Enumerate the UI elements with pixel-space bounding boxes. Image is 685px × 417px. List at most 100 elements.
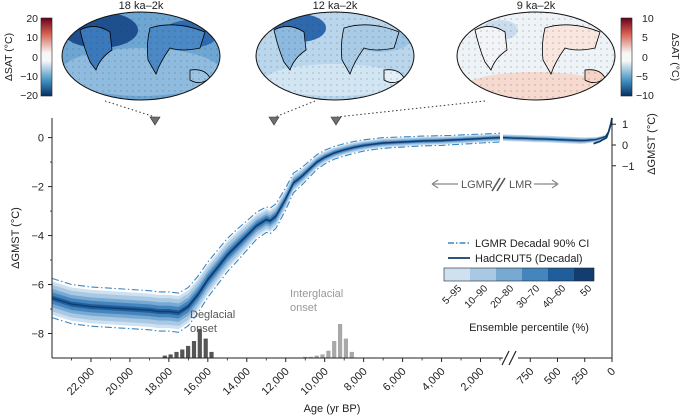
interglacial-histogram-bar bbox=[343, 338, 348, 358]
segment-divider-icon bbox=[491, 177, 506, 192]
colorbar-right-tick: 10 bbox=[642, 13, 654, 25]
interglacial-histogram-bar bbox=[326, 350, 331, 358]
interglacial-histogram-bar bbox=[308, 356, 313, 358]
legend-hadcrut-label: HadCRUT5 (Decadal) bbox=[475, 253, 583, 265]
series-lines bbox=[51, 117, 613, 333]
legend: LGMR Decadal 90% CI HadCRUT5 (Decadal) bbox=[448, 238, 589, 265]
lgmr-percentile-band bbox=[52, 134, 500, 326]
interglacial-histogram-bar bbox=[320, 354, 325, 358]
segment-label-lgmr: LGMR bbox=[461, 179, 493, 191]
lgmr-ci-upper-line bbox=[51, 132, 501, 294]
x-axis-label: Age (yr BP) bbox=[304, 403, 361, 415]
percentile-bin-label: 40–60 bbox=[541, 283, 569, 311]
lmr-percentile-band bbox=[503, 117, 612, 142]
x-tick-label: 16,000 bbox=[182, 366, 214, 398]
x-tick-label: 14,000 bbox=[221, 366, 253, 398]
y-ticks-right: 1 0 −1 bbox=[612, 119, 635, 173]
map-12ka bbox=[256, 12, 414, 100]
colorbar-left-tick: −20 bbox=[20, 90, 38, 102]
colorbar-left-tick: 10 bbox=[26, 32, 38, 44]
y-tick-label: −2 bbox=[31, 182, 44, 194]
percentile-bin-label: 50 bbox=[578, 283, 594, 299]
y-right-tick-label: 1 bbox=[622, 119, 628, 131]
annotation-deglacial-line1: Deglacial bbox=[190, 309, 235, 321]
x-tick-label: 22,000 bbox=[65, 366, 97, 398]
main-plot: 0−2−4−6−8 10−1 22,000 20,000 18,000 16,000 1… bbox=[10, 113, 658, 415]
y-tick-label: −4 bbox=[31, 231, 44, 243]
deglacial-histogram-bar bbox=[174, 351, 179, 358]
x-tick-label: 8,000 bbox=[342, 366, 370, 394]
hadcrut5-line bbox=[593, 117, 613, 145]
lgmr-median-line bbox=[51, 136, 501, 314]
map-9ka bbox=[457, 12, 615, 100]
deglacial-histogram-bar bbox=[209, 351, 214, 358]
percentile-legend: 5–95 10–90 20–80 30–70 40–60 50 Ensemble… bbox=[441, 267, 594, 334]
deglacial-histogram-bar bbox=[203, 338, 208, 358]
annotation-interglacial-line1: Interglacial bbox=[290, 288, 343, 300]
map-title-18ka: 18 ka–2k bbox=[119, 0, 164, 12]
segment-label-lmr: LMR bbox=[509, 179, 532, 191]
x-tick-label: 10,000 bbox=[299, 366, 331, 398]
percentile-bin-label: 20–80 bbox=[489, 283, 517, 311]
colorbar-right-label: ΔSAT (°C) bbox=[669, 33, 681, 81]
deglacial-histogram-bar bbox=[162, 355, 167, 358]
annotation-deglacial-line2: onset bbox=[190, 323, 217, 335]
colorbar-right-tick: 5 bbox=[642, 32, 648, 44]
colorbar-right-tick: −5 bbox=[636, 71, 648, 83]
annotation-interglacial-line2: onset bbox=[290, 302, 317, 314]
arrow-right-icon bbox=[534, 179, 559, 189]
x-tick-label: 18,000 bbox=[143, 366, 175, 398]
x-lmr-tick-label: 0 bbox=[605, 366, 618, 379]
x-tick-label: 12,000 bbox=[260, 366, 292, 398]
deglacial-histogram-bar bbox=[180, 349, 185, 358]
lmr-median-line bbox=[502, 117, 613, 142]
axis-break-icon bbox=[501, 350, 517, 366]
colorbar-right: 10 5 0 −5 −10 ΔSAT (°C) bbox=[620, 13, 681, 102]
marker-9ka-icon bbox=[330, 116, 342, 126]
map-panels: 18 ka–2k 12 ka–2k 9 ka–2k bbox=[61, 0, 616, 101]
segment-labels: LGMR LMR bbox=[431, 177, 559, 192]
percentile-swatch bbox=[444, 268, 470, 281]
percentile-bin-label: 5–95 bbox=[441, 283, 465, 307]
y-tick-label: 0 bbox=[38, 133, 44, 145]
map-title-12ka: 12 ka–2k bbox=[313, 0, 358, 12]
colorbar-left-tick: 0 bbox=[32, 52, 38, 64]
map-18ka bbox=[62, 12, 220, 100]
onset-histograms bbox=[162, 324, 354, 358]
interglacial-histogram-bar bbox=[332, 341, 337, 358]
interglacial-histogram-bar bbox=[338, 324, 343, 358]
x-tick-label: 2,000 bbox=[459, 366, 487, 394]
marker-18ka-icon bbox=[149, 116, 161, 126]
interglacial-histogram-bar bbox=[302, 356, 308, 358]
x-lmr-tick-label: 750 bbox=[515, 366, 536, 387]
colorbar-right-tick: −10 bbox=[636, 90, 654, 102]
y-ticks: 0 −2 −4 −6 −8 bbox=[31, 133, 52, 341]
y-tick-label: −8 bbox=[31, 329, 44, 341]
percentile-bin-label: 30–70 bbox=[515, 283, 543, 311]
x-tick-label: 6,000 bbox=[381, 366, 409, 394]
interglacial-histogram-bar bbox=[349, 351, 354, 358]
map-title-9ka: 9 ka–2k bbox=[517, 0, 556, 12]
y-tick-label: −6 bbox=[31, 280, 44, 292]
map-18ka-outline bbox=[61, 11, 221, 101]
colorbar-left-tick: −10 bbox=[20, 71, 38, 83]
percentile-swatch bbox=[496, 268, 522, 281]
y-right-tick-label: 0 bbox=[622, 140, 628, 152]
percentile-swatch bbox=[470, 268, 496, 281]
colorbar-left-tick: 20 bbox=[26, 13, 38, 25]
x-ticks: 22,000 20,000 18,000 16,000 14,000 12,000 10,0… bbox=[65, 358, 618, 398]
x-tick-label: 4,000 bbox=[420, 366, 448, 394]
x-lmr-tick-label: 250 bbox=[569, 366, 590, 387]
x-lmr-tick-label: 500 bbox=[542, 366, 563, 387]
percentile-legend-title: Ensemble percentile (%) bbox=[469, 322, 589, 334]
lmr-percentile-band bbox=[503, 117, 612, 143]
deglacial-histogram-bar bbox=[191, 341, 197, 358]
map-9ka-outline bbox=[456, 11, 616, 101]
map-connectors bbox=[104, 100, 486, 126]
deglacial-histogram-bar bbox=[168, 354, 173, 358]
arrow-left-icon bbox=[431, 179, 458, 189]
percentile-bin-label: 10–90 bbox=[463, 283, 491, 311]
deglacial-histogram-bar bbox=[197, 328, 202, 358]
lgmr-ci-lower-line bbox=[51, 141, 501, 333]
